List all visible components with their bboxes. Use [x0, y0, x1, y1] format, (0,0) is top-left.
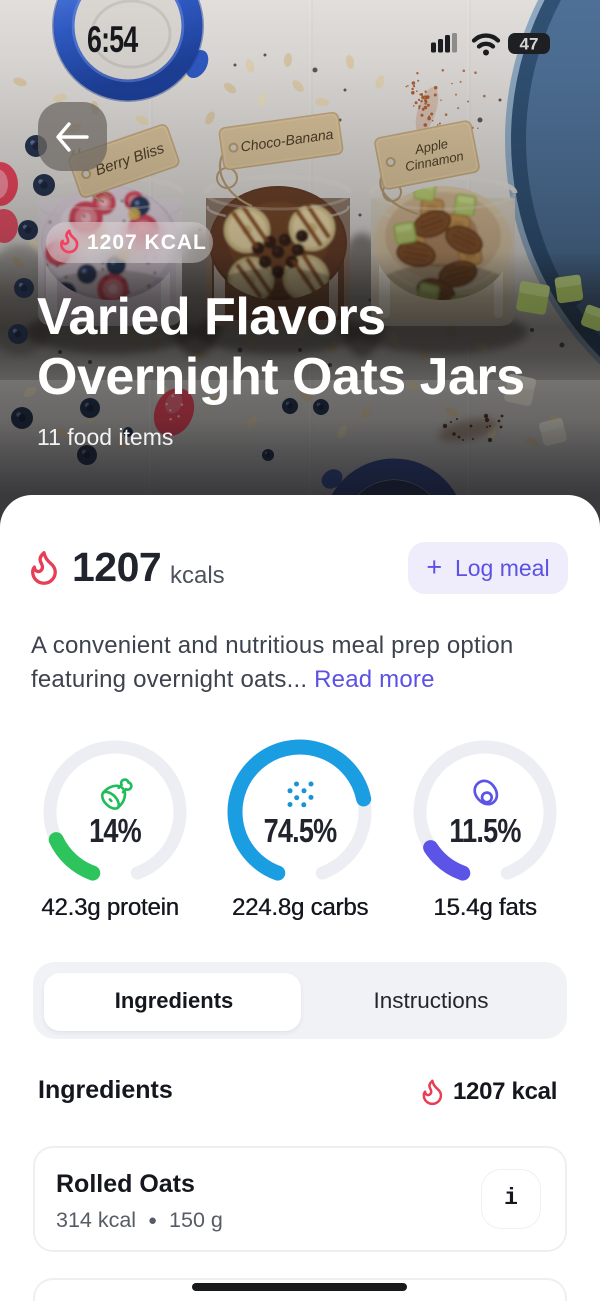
svg-text:47: 47	[520, 35, 539, 54]
